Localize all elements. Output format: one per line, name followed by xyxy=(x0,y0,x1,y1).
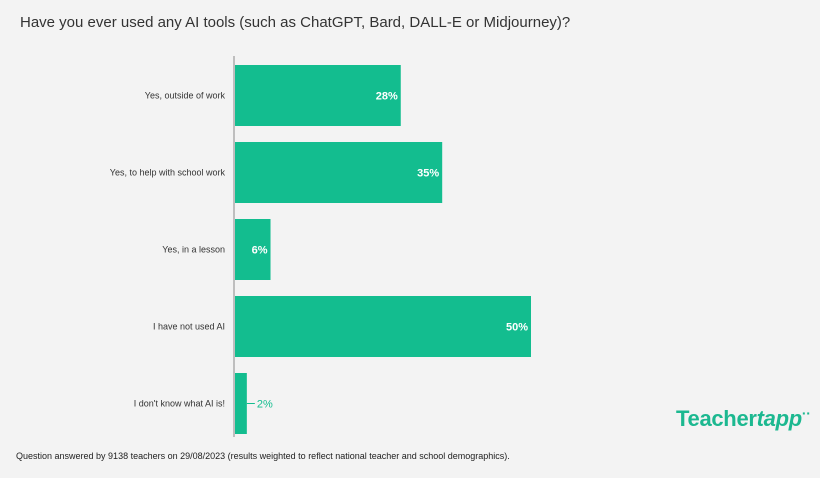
value-label: 50% xyxy=(506,322,528,334)
category-label: Yes, to help with school work xyxy=(110,168,226,178)
value-label: 6% xyxy=(252,245,268,257)
logo-text-teacher: Teacher xyxy=(676,406,757,431)
footnote: Question answered by 9138 teachers on 29… xyxy=(16,451,510,461)
bar xyxy=(235,296,531,357)
logo-text-tapp: tapp xyxy=(756,406,803,431)
bar xyxy=(235,65,401,126)
category-label: Yes, outside of work xyxy=(145,91,226,101)
value-label: 2% xyxy=(257,399,273,411)
bar xyxy=(235,142,443,203)
value-label: 35% xyxy=(417,168,439,180)
logo-dots-icon: ·· xyxy=(801,405,811,421)
bar xyxy=(235,219,271,280)
teachertapp-logo: Teachertapp·· xyxy=(676,405,811,432)
category-label: Yes, in a lesson xyxy=(162,245,225,255)
bar xyxy=(235,373,247,434)
chart-title: Have you ever used any AI tools (such as… xyxy=(20,14,571,31)
value-label: 28% xyxy=(376,91,398,103)
category-label: I don't know what AI is! xyxy=(134,399,225,409)
category-label: I have not used AI xyxy=(153,322,225,332)
